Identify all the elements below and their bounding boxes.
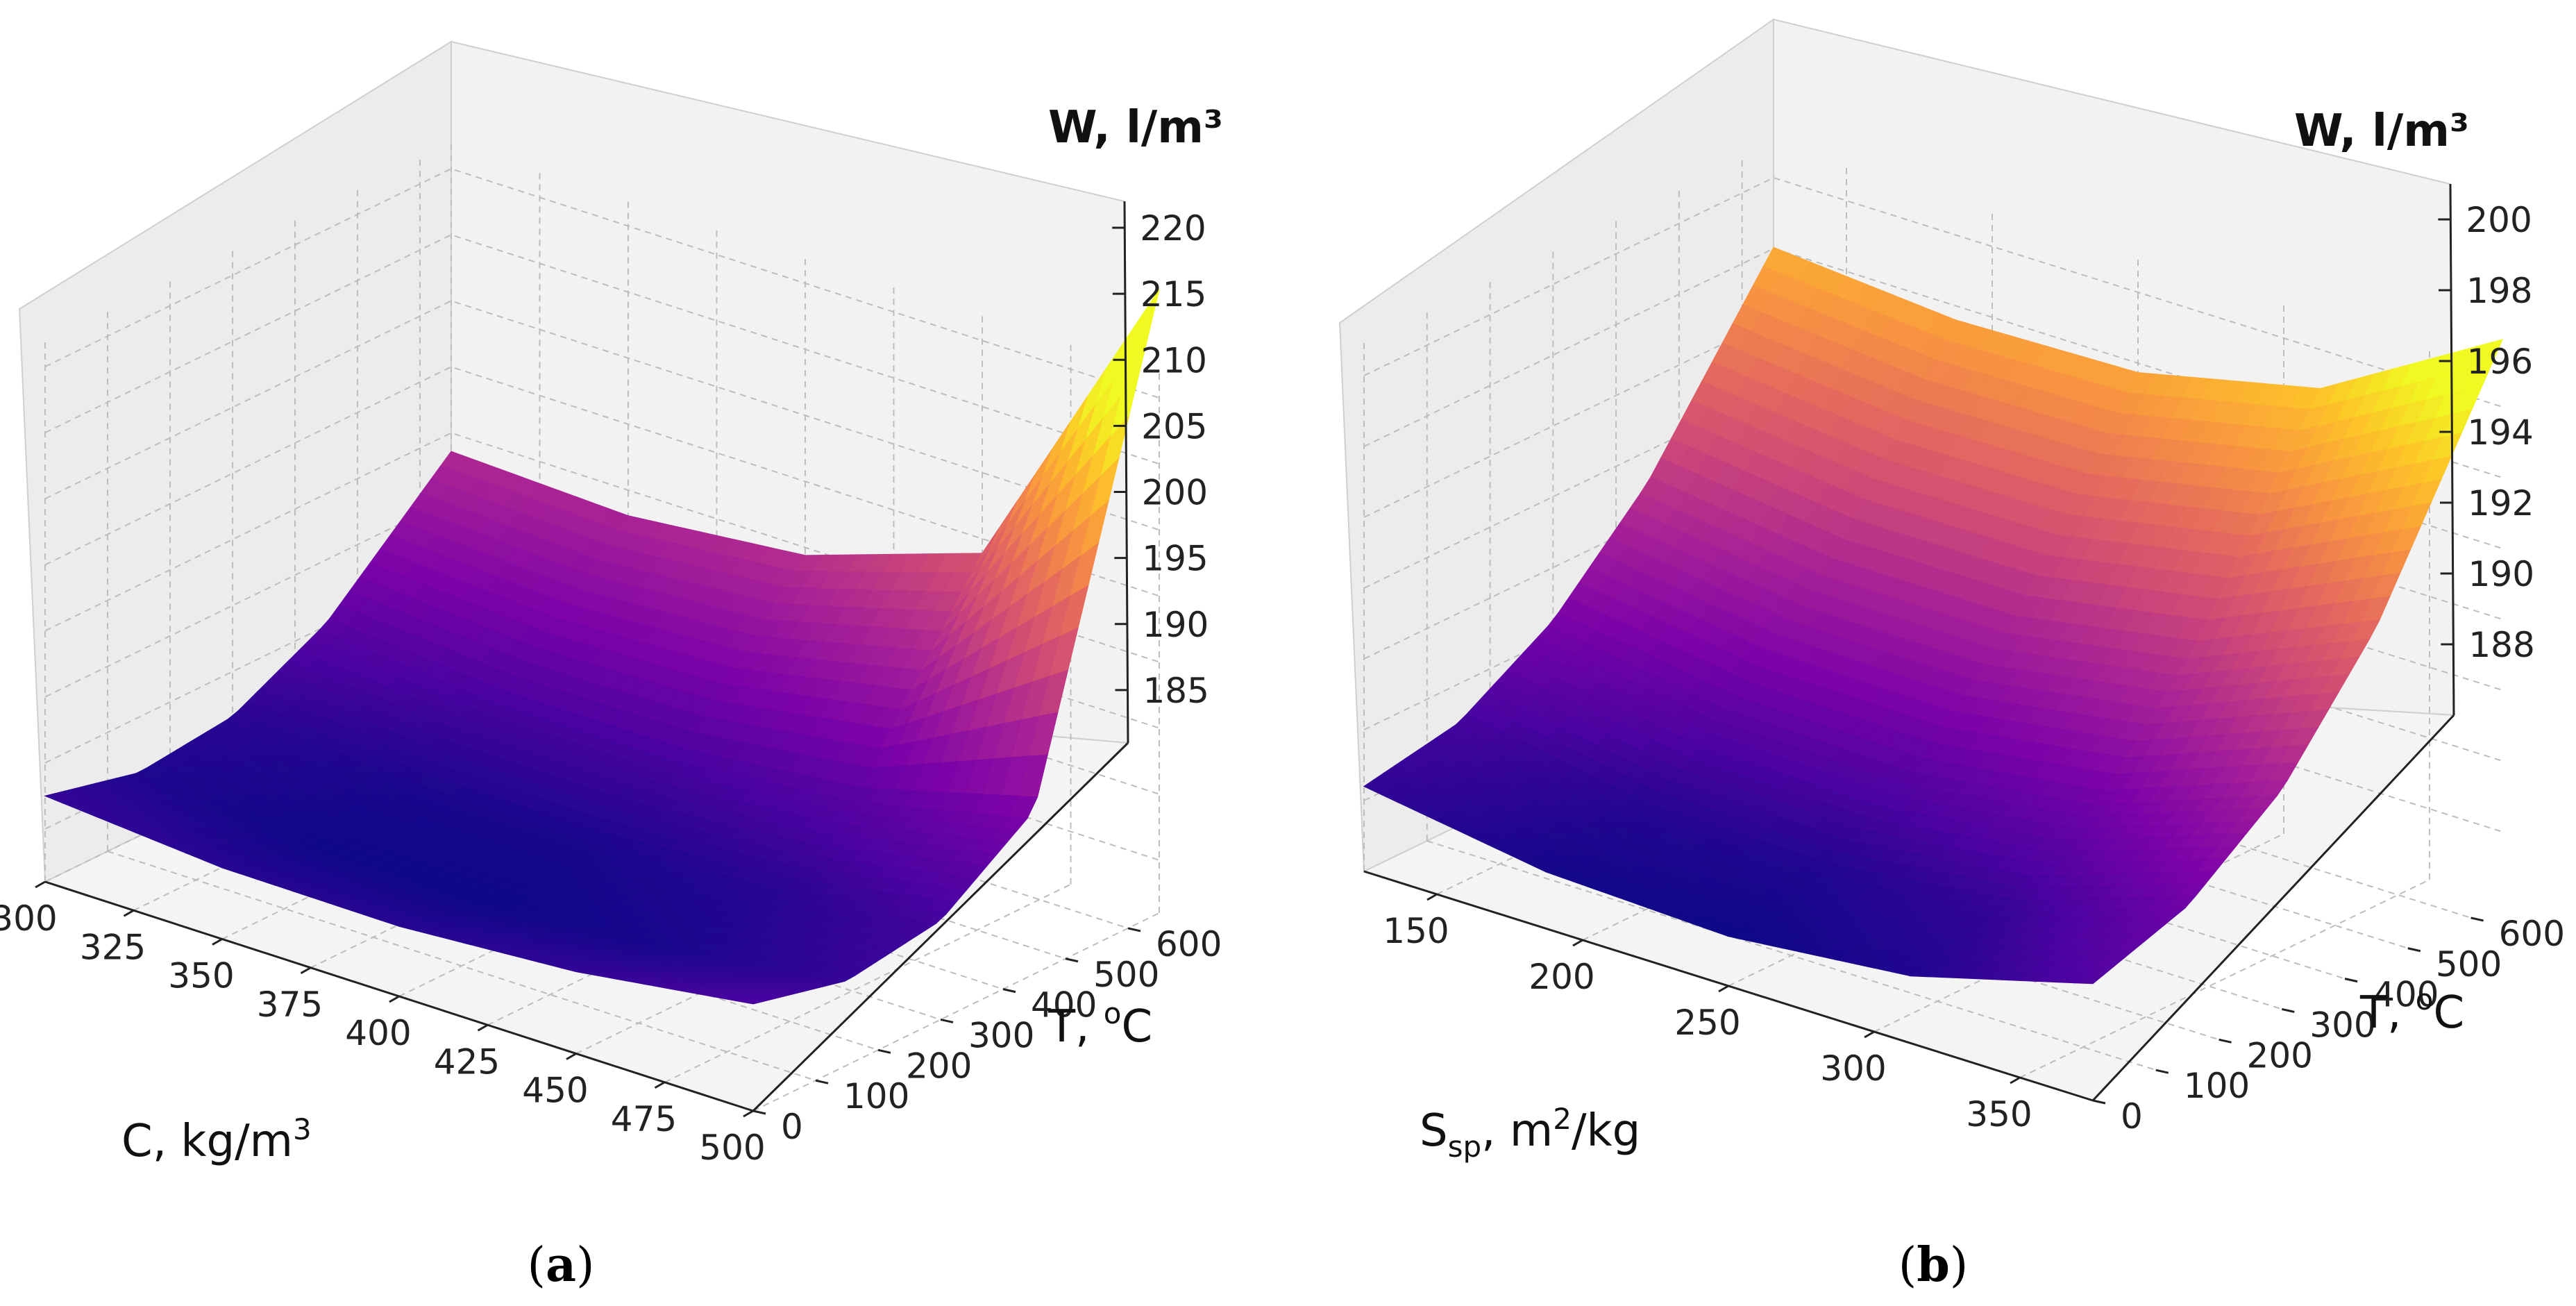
x-tick-mark [743,1110,754,1118]
panel-a-z-axis-title: W, l/m³ [1048,102,1223,153]
x-tick-label: 400 [345,1013,411,1053]
wall-gridline-z [44,234,1160,465]
x-tick-mark [1572,939,1583,947]
x-tick-label: 450 [522,1071,588,1111]
y-tick-label: 0 [2121,1096,2143,1137]
x-tick-mark [389,995,400,1003]
z-tick-label: 190 [2468,554,2534,594]
y-tick-label: 500 [2436,944,2502,985]
x-tick-label: 425 [434,1041,500,1082]
y-tick-mark [752,1110,766,1115]
z-tick-label: 185 [1143,671,1209,711]
panel-b-y-axis-title: T, oC [2359,982,2464,1039]
y-tick-label: 0 [781,1107,803,1147]
y-tick-mark [877,1048,891,1054]
floor-gridline-x [664,883,1071,1083]
z-tick-label: 192 [2468,483,2534,524]
x-tick-mark [212,938,223,946]
x-tick-label: 475 [611,1099,677,1139]
x-tick-label: 250 [1674,1003,1740,1043]
y-tick-label: 200 [906,1046,972,1086]
floor-gridline-x [752,912,1160,1112]
z-tick-label: 198 [2466,271,2532,311]
y-tick-mark [2470,916,2484,922]
y-tick-label: 500 [1093,955,1159,995]
panel-a-z-axis-line [1123,201,1129,744]
y-tick-mark [2155,1069,2169,1074]
z-tick-label: 215 [1140,274,1206,315]
x-tick-label: 150 [1383,911,1449,951]
y-tick-mark [1127,927,1141,932]
floor-gridline-x [2019,879,2430,1078]
x-tick-mark [1718,985,1729,993]
panel-a-y-axis-line [752,742,1129,1112]
x-tick-label: 300 [0,898,58,939]
y-tick-mark [2344,978,2358,983]
y-tick-mark [2092,1099,2106,1105]
panel-b-label: (b) [1899,1237,1969,1293]
z-tick-label: 220 [1140,208,1206,249]
x-tick-mark [477,1023,489,1032]
x-tick-label: 375 [257,985,323,1025]
x-tick-mark [123,909,135,917]
panel-a-surface [44,289,1160,1005]
y-tick-label: 600 [2499,914,2565,954]
panel-a-label: (a) [527,1237,594,1293]
x-tick-mark [35,880,46,889]
x-tick-label: 500 [699,1128,765,1168]
y-tick-mark [940,1018,954,1023]
panel-b-surface [1363,246,2504,985]
x-tick-label: 325 [80,927,146,967]
y-tick-mark [1065,957,1079,963]
z-tick-label: 190 [1143,605,1209,645]
y-tick-label: 600 [1156,924,1222,964]
wall-gridline-z [44,167,1160,399]
panel-b-z-axis-title: W, l/m³ [2294,106,2469,157]
y-tick-mark [2281,1007,2295,1013]
wall-gridline-z [44,300,1160,531]
x-tick-label: 200 [1529,957,1594,997]
y-tick-label: 300 [968,1015,1034,1055]
z-tick-label: 210 [1140,340,1206,380]
x-tick-mark [566,1053,577,1060]
z-tick-label: 200 [1142,473,1208,513]
y-tick-label: 100 [843,1076,909,1116]
y-tick-label: 100 [2184,1066,2250,1106]
wall-gridline-z [44,366,1160,597]
x-tick-mark [2010,1076,2021,1085]
panel-a-x-ticks: 300 325 350 375 400 425 450 475 500 [0,880,766,1168]
x-tick-mark [300,966,312,975]
z-tick-label: 196 [2467,342,2533,382]
z-tick-label: 195 [1142,539,1208,579]
panel-b-x-axis-title: Ssp, m2/kg [1420,1102,1640,1164]
y-tick-mark [2219,1038,2232,1044]
x-tick-mark [1864,1030,1875,1039]
surface-patch [735,998,764,1005]
y-tick-mark [1002,988,1016,994]
z-tick-label: 205 [1141,406,1207,446]
y-tick-mark [2407,947,2421,953]
x-tick-label: 350 [1966,1094,2032,1135]
panel-a-y-axis-title: T, oC [1047,996,1152,1053]
y-tick-mark [815,1079,829,1085]
y-tick-label: 400 [1031,985,1097,1025]
z-tick-label: 188 [2468,625,2534,665]
x-tick-label: 350 [168,956,234,996]
x-tick-mark [654,1081,666,1089]
floor-gridline-y [107,851,816,1082]
panel-a-z-ticks: 185 190 195 200 205 210 215 220 [1112,208,1209,711]
z-tick-label: 200 [2466,200,2532,240]
x-tick-label: 300 [1820,1048,1886,1089]
x-tick-mark [1426,893,1438,901]
floor-gridline-y [1426,840,2157,1071]
y-tick-label: 200 [2247,1035,2313,1075]
z-tick-label: 194 [2467,412,2533,453]
panel-a-x-axis-title: C, kg/m3 [121,1112,312,1167]
